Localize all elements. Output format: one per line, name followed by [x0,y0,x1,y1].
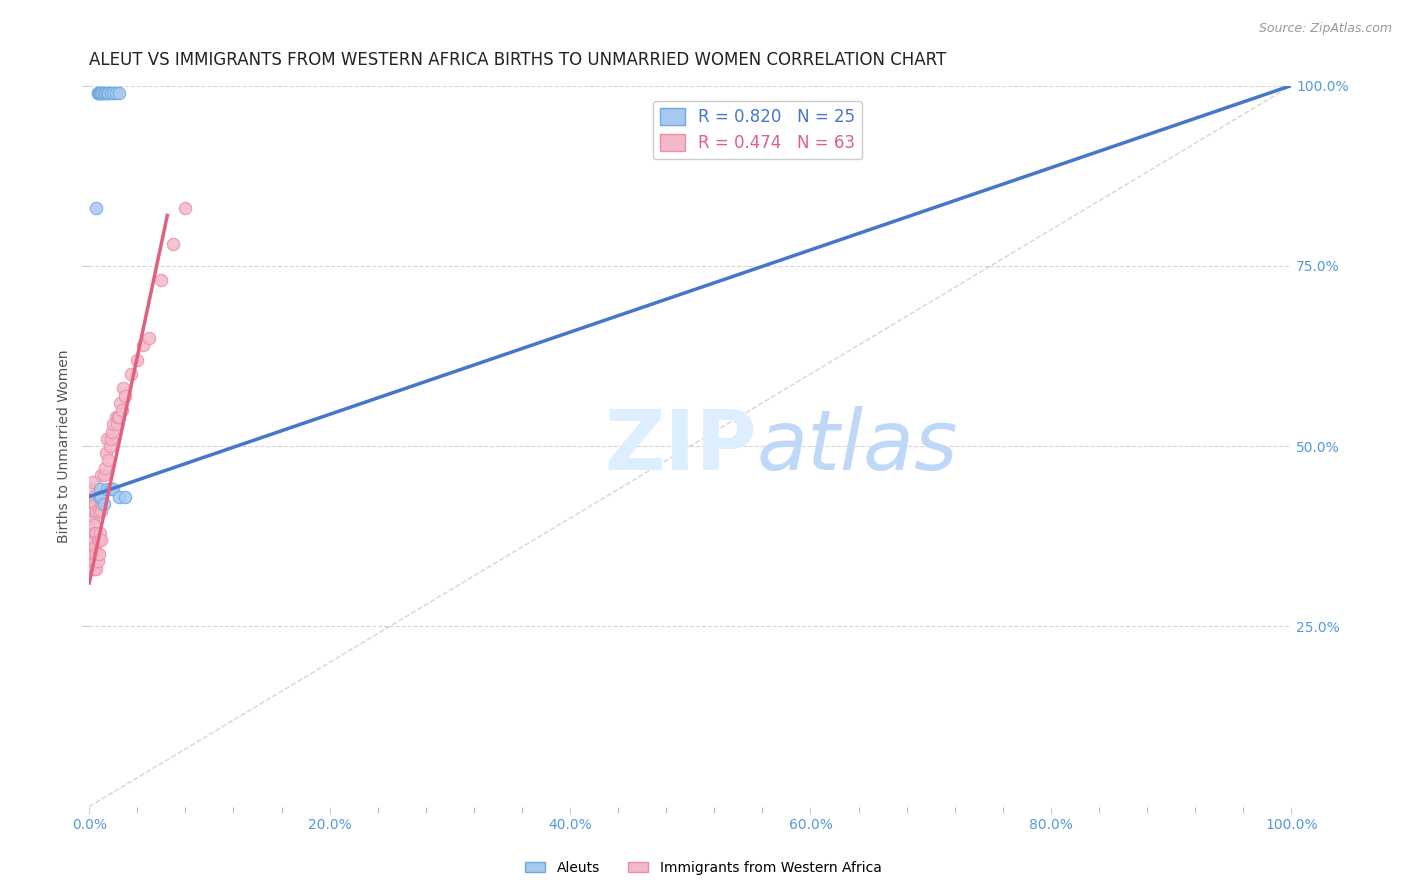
Y-axis label: Births to Unmarried Women: Births to Unmarried Women [58,350,72,543]
Point [86,525,108,540]
Point [94,446,117,460]
Point [101,425,124,439]
Point [100,483,122,497]
Point [90,467,112,482]
Point [87,547,110,561]
Point [89,86,111,100]
Point [86,533,108,547]
Point [127,352,149,367]
Point [108,490,131,504]
Point [83,547,105,561]
Point [79,533,101,547]
Point [83,561,105,575]
Point [84,525,107,540]
Legend: R = 0.820   N = 25, R = 0.474   N = 63: R = 0.820 N = 25, R = 0.474 N = 63 [654,101,862,159]
Point [94,460,117,475]
Point [110,396,132,410]
Point [97,86,120,100]
Point [84,554,107,568]
Point [105,417,128,432]
Point [86,86,108,100]
Point [107,410,129,425]
Point [100,86,122,100]
Point [80,497,103,511]
Point [104,86,127,100]
Point [150,273,173,287]
Point [84,497,107,511]
Point [89,490,111,504]
Point [90,533,112,547]
Point [90,86,112,100]
Text: ZIP: ZIP [605,406,756,486]
Point [86,554,108,568]
Point [79,511,101,525]
Point [103,86,125,100]
Point [87,504,110,518]
Point [98,439,121,453]
Point [111,381,134,395]
Point [84,540,107,554]
Point [96,86,118,100]
Point [83,504,105,518]
Point [162,237,184,252]
Text: Source: ZipAtlas.com: Source: ZipAtlas.com [1258,22,1392,36]
Point [174,201,197,215]
Point [87,533,110,547]
Point [83,518,105,533]
Point [80,511,103,525]
Point [90,490,112,504]
Point [120,367,142,381]
Point [79,547,101,561]
Point [114,388,136,402]
Point [82,511,104,525]
Point [103,483,125,497]
Point [86,561,108,575]
Point [82,561,104,575]
Text: ALEUT VS IMMIGRANTS FROM WESTERN AFRICA BIRTHS TO UNMARRIED WOMEN CORRELATION CH: ALEUT VS IMMIGRANTS FROM WESTERN AFRICA … [89,51,946,69]
Point [89,525,111,540]
Point [82,533,104,547]
Text: atlas: atlas [756,406,957,486]
Point [86,201,108,215]
Point [93,467,115,482]
Point [82,547,104,561]
Point [97,453,120,467]
Point [83,533,105,547]
Point [89,483,111,497]
Point [82,475,104,489]
Point [82,497,104,511]
Point [94,86,117,100]
Point [80,483,103,497]
Point [138,331,160,345]
Point [87,86,110,100]
Point [80,525,103,540]
Point [80,540,103,554]
Point [83,490,105,504]
Point [108,86,131,100]
Point [87,490,110,504]
Point [111,403,134,417]
Point [96,432,118,446]
Point [91,497,114,511]
Point [93,497,115,511]
Point [91,86,114,100]
Point [90,504,112,518]
Point [100,432,122,446]
Legend: Aleuts, Immigrants from Western Africa: Aleuts, Immigrants from Western Africa [519,855,887,880]
Point [96,483,118,497]
Point [108,410,131,425]
Point [86,547,108,561]
Point [132,338,155,352]
Point [104,410,127,425]
Point [86,504,108,518]
Point [86,86,108,100]
Point [90,86,112,100]
Point [114,490,136,504]
Point [93,86,115,100]
Point [103,417,125,432]
